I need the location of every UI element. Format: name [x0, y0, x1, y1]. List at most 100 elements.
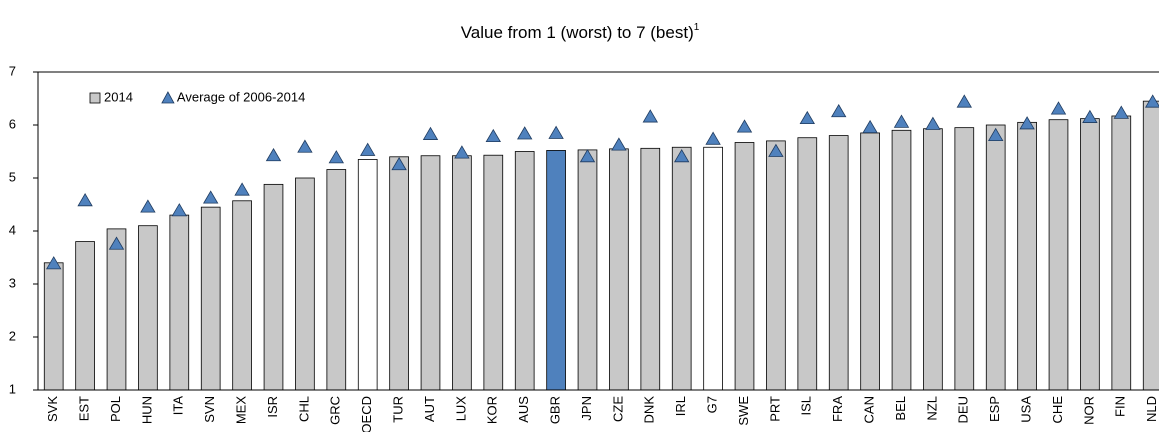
x-tick-label: USA [1019, 396, 1034, 423]
bar [671, 146, 692, 391]
triangle-marker [799, 110, 815, 125]
bar [577, 149, 598, 391]
triangle-marker [862, 119, 878, 134]
bar [1111, 115, 1132, 391]
triangle-marker [517, 126, 533, 140]
x-tick-label: AUS [516, 396, 531, 423]
bar [640, 147, 661, 391]
triangle-marker [642, 109, 658, 123]
bar [232, 200, 252, 391]
triangle-marker [831, 103, 847, 118]
triangle-marker [893, 114, 910, 128]
triangle-marker [925, 116, 941, 130]
y-tick-label: 1 [9, 381, 16, 396]
y-tick-label: 4 [9, 222, 16, 237]
x-tick-label: ESP [987, 396, 1002, 422]
x-tick-label: NZL [924, 396, 939, 421]
x-tick-label: AUT [422, 396, 437, 422]
x-tick-label: BEL [893, 396, 908, 421]
x-tick-label: GBR [548, 396, 563, 424]
y-tick-label: 3 [9, 275, 16, 290]
triangle-marker [203, 190, 219, 204]
title-footnote: 1 [694, 22, 700, 33]
triangle-marker [736, 119, 753, 133]
bar [703, 146, 723, 391]
x-tick-label: CAN [862, 396, 877, 423]
x-tick-label: PRT [767, 396, 782, 422]
triangle-marker [1050, 101, 1067, 115]
x-tick-label: CZE [610, 396, 625, 422]
chart-title: Value from 1 (worst) to 7 (best)1 [461, 22, 700, 43]
bar [828, 135, 849, 391]
x-tick-label: MEX [234, 396, 249, 425]
triangle-marker [1082, 109, 1098, 123]
triangle-marker [768, 143, 784, 157]
x-tick-label: DNK [642, 396, 657, 424]
bar [357, 159, 378, 391]
x-tick-label: KOR [485, 396, 500, 424]
x-tick-label: OECD [359, 396, 374, 432]
bar [1142, 100, 1159, 391]
x-tick-label: FIN [1113, 396, 1128, 417]
legend-label: 2014 [104, 89, 133, 104]
y-tick-label: 6 [9, 116, 16, 131]
bar [43, 262, 64, 391]
triangle-marker [485, 128, 501, 143]
x-tick-label: CHL [296, 396, 311, 422]
triangle-marker [391, 156, 407, 171]
triangle-marker [579, 149, 596, 163]
bar [483, 154, 504, 391]
bar [546, 150, 566, 391]
triangle-marker [108, 236, 125, 250]
x-tick-label: ISL [799, 396, 814, 416]
title-text: Value from 1 (worst) to 7 (best) [461, 23, 694, 42]
y-tick-label: 7 [9, 63, 16, 78]
bar [452, 155, 472, 391]
legend-swatch [161, 91, 175, 104]
bar [923, 128, 943, 391]
bar [106, 228, 127, 391]
bar [420, 155, 441, 391]
triangle-marker [297, 139, 313, 153]
triangle-marker [988, 127, 1004, 141]
triangle-marker [46, 256, 62, 270]
bar [954, 127, 975, 391]
triangle-marker [454, 145, 470, 159]
x-tick-label: TUR [391, 396, 406, 423]
triangle-marker [77, 192, 93, 207]
y-tick-label: 2 [9, 328, 16, 343]
x-tick-label: IRL [673, 396, 688, 416]
triangle-marker [234, 182, 250, 196]
bar [985, 124, 1006, 391]
bar [797, 137, 818, 391]
legend-label: Average of 2006-2014 [177, 89, 305, 104]
bar [514, 151, 535, 391]
triangle-marker [1113, 105, 1129, 119]
x-tick-label: FRA [830, 396, 845, 422]
bar [75, 241, 95, 391]
x-tick-label: NLD [1144, 396, 1159, 422]
x-tick-label: DEU [956, 396, 971, 423]
triangle-marker [328, 150, 344, 164]
x-tick-label: G7 [705, 396, 720, 413]
x-tick-label: ITA [171, 396, 186, 416]
x-tick-label: CHE [1050, 396, 1065, 424]
bar [891, 129, 912, 391]
bar [169, 214, 190, 391]
bar [295, 177, 315, 391]
bar [1048, 119, 1069, 391]
bar [200, 206, 221, 391]
x-tick-label: HUN [139, 396, 154, 424]
x-tick-label: GRC [328, 396, 343, 425]
triangle-marker [705, 131, 721, 145]
triangle-marker [265, 147, 282, 162]
triangle-marker [674, 149, 690, 163]
triangle-marker [171, 203, 187, 217]
x-tick-label: SWE [736, 396, 751, 426]
bar [1017, 121, 1037, 391]
bar [609, 148, 629, 391]
triangle-marker [548, 125, 564, 139]
bar [860, 132, 880, 391]
bar [389, 156, 409, 391]
